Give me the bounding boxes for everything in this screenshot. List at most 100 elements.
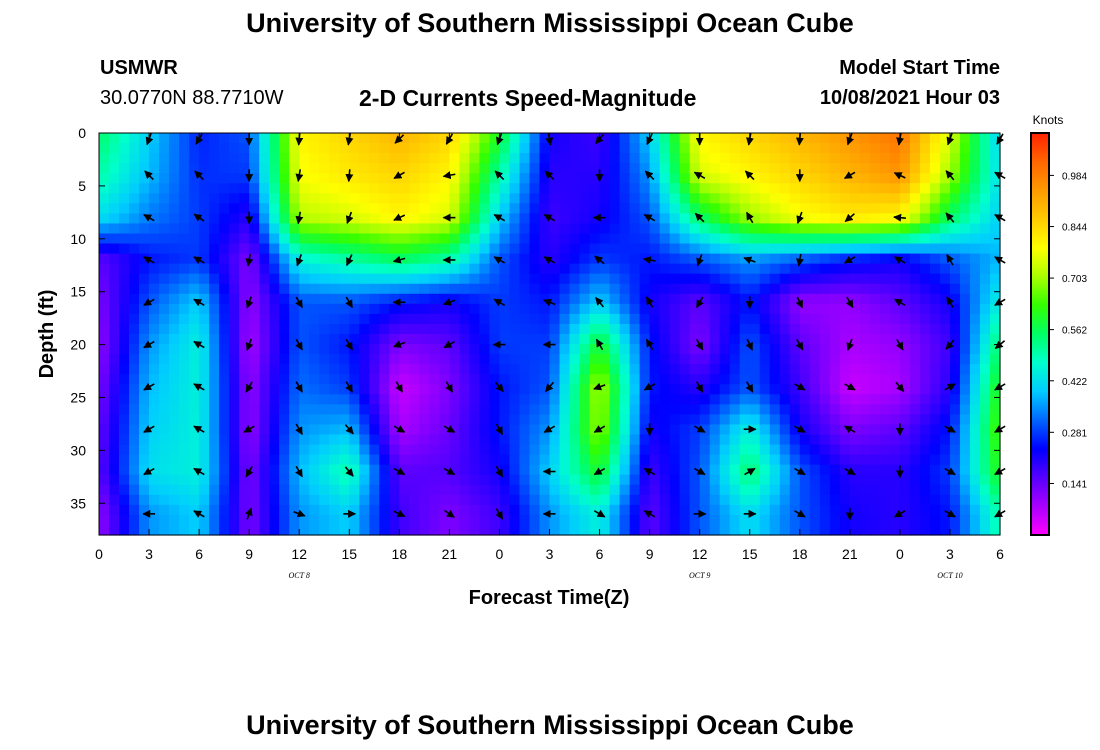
current-vector-arrow (143, 382, 155, 391)
heatmap-cell (449, 173, 460, 184)
heatmap-cell (299, 464, 310, 476)
heatmap-cell (549, 364, 561, 375)
heatmap-cell (619, 464, 631, 476)
heatmap-cell (239, 344, 250, 355)
heatmap-cell (819, 444, 831, 456)
current-vector-arrow (143, 340, 155, 349)
heatmap-cell (609, 243, 621, 255)
heatmap-cell (199, 163, 210, 174)
heatmap-cell (259, 133, 270, 144)
heatmap-cell (849, 163, 861, 174)
heatmap-cell (199, 354, 210, 365)
heatmap-cell (309, 263, 320, 275)
heatmap-cell (329, 273, 340, 285)
heatmap-cell (759, 173, 771, 184)
heatmap-cell (599, 243, 611, 255)
heatmap-cell (659, 334, 671, 345)
heatmap-cell (379, 504, 390, 516)
heatmap-cell (189, 414, 200, 426)
heatmap-cell (779, 153, 791, 164)
heatmap-cell (119, 203, 130, 214)
heatmap-cell (279, 183, 290, 194)
heatmap-cell (309, 354, 320, 365)
heatmap-cell (669, 303, 681, 315)
heatmap-cell (279, 313, 290, 325)
heatmap-cell (489, 313, 501, 325)
heatmap-cell (139, 273, 150, 285)
heatmap-cell (919, 163, 931, 174)
heatmap-cell (359, 484, 370, 496)
heatmap-cell (359, 504, 370, 516)
heatmap-cell (559, 133, 571, 144)
heatmap-cell (239, 354, 250, 365)
heatmap-cell (959, 454, 971, 466)
heatmap-cell (429, 293, 440, 305)
heatmap-cell (839, 183, 851, 194)
heatmap-cell (109, 193, 120, 204)
heatmap-cell (769, 183, 781, 194)
heatmap-cell (909, 273, 921, 285)
heatmap-cell (379, 354, 390, 365)
heatmap-cell (589, 414, 601, 426)
heatmap-cell (669, 233, 681, 245)
heatmap-cell (239, 153, 250, 164)
heatmap-cell (869, 153, 881, 164)
heatmap-cell (209, 313, 220, 325)
heatmap-cell (379, 323, 390, 335)
heatmap-cell (709, 334, 721, 345)
heatmap-cell (329, 163, 340, 174)
heatmap-cell (739, 183, 751, 194)
x-tick-label: 12 (692, 546, 708, 562)
heatmap-cell (759, 464, 771, 476)
heatmap-cell (389, 414, 400, 426)
heatmap-cell (679, 384, 691, 395)
heatmap-cell (879, 253, 891, 265)
heatmap-cell (269, 233, 280, 245)
heatmap-cell (499, 153, 511, 164)
heatmap-cell (929, 504, 941, 516)
heatmap-cell (779, 323, 791, 335)
heatmap-cell (329, 153, 340, 164)
heatmap-cell (579, 454, 591, 466)
heatmap-cell (889, 243, 901, 255)
heatmap-cell (179, 494, 190, 506)
heatmap-cell (249, 283, 260, 295)
heatmap-cell (459, 213, 471, 225)
heatmap-cell (219, 313, 230, 325)
heatmap-cell (229, 323, 240, 335)
heatmap-cell (139, 153, 150, 164)
heatmap-cell (99, 203, 110, 214)
heatmap-cell (489, 243, 501, 255)
heatmap-cell (219, 504, 230, 516)
heatmap-cell (299, 444, 310, 456)
heatmap-cell (669, 364, 681, 375)
heatmap-cell (849, 414, 861, 426)
heatmap-cell (989, 153, 1001, 164)
heatmap-cell (679, 143, 691, 154)
heatmap-cell (839, 414, 851, 426)
heatmap-cell (369, 444, 380, 456)
heatmap-cell (139, 303, 150, 315)
heatmap-cell (809, 293, 821, 305)
heatmap-cell (719, 414, 731, 426)
heatmap-cell (729, 474, 741, 486)
y-tick-label: 20 (70, 337, 86, 353)
heatmap-cell (929, 444, 941, 456)
heatmap-cell (799, 323, 811, 335)
heatmap-cell (309, 484, 320, 496)
heatmap-cell (149, 173, 160, 184)
heatmap-cell (429, 524, 440, 536)
heatmap-cell (819, 344, 831, 355)
heatmap-cell (149, 354, 160, 365)
heatmap-cell (929, 454, 941, 466)
heatmap-cell (929, 384, 941, 395)
heatmap-cell (759, 414, 771, 426)
heatmap-cell (729, 253, 741, 265)
heatmap-cell (409, 424, 420, 436)
heatmap-cell (409, 474, 420, 486)
heatmap-cell (389, 404, 400, 415)
heatmap-cell (459, 414, 471, 426)
heatmap-cell (729, 484, 741, 496)
heatmap-cell (409, 323, 420, 335)
heatmap-cell (479, 223, 491, 235)
